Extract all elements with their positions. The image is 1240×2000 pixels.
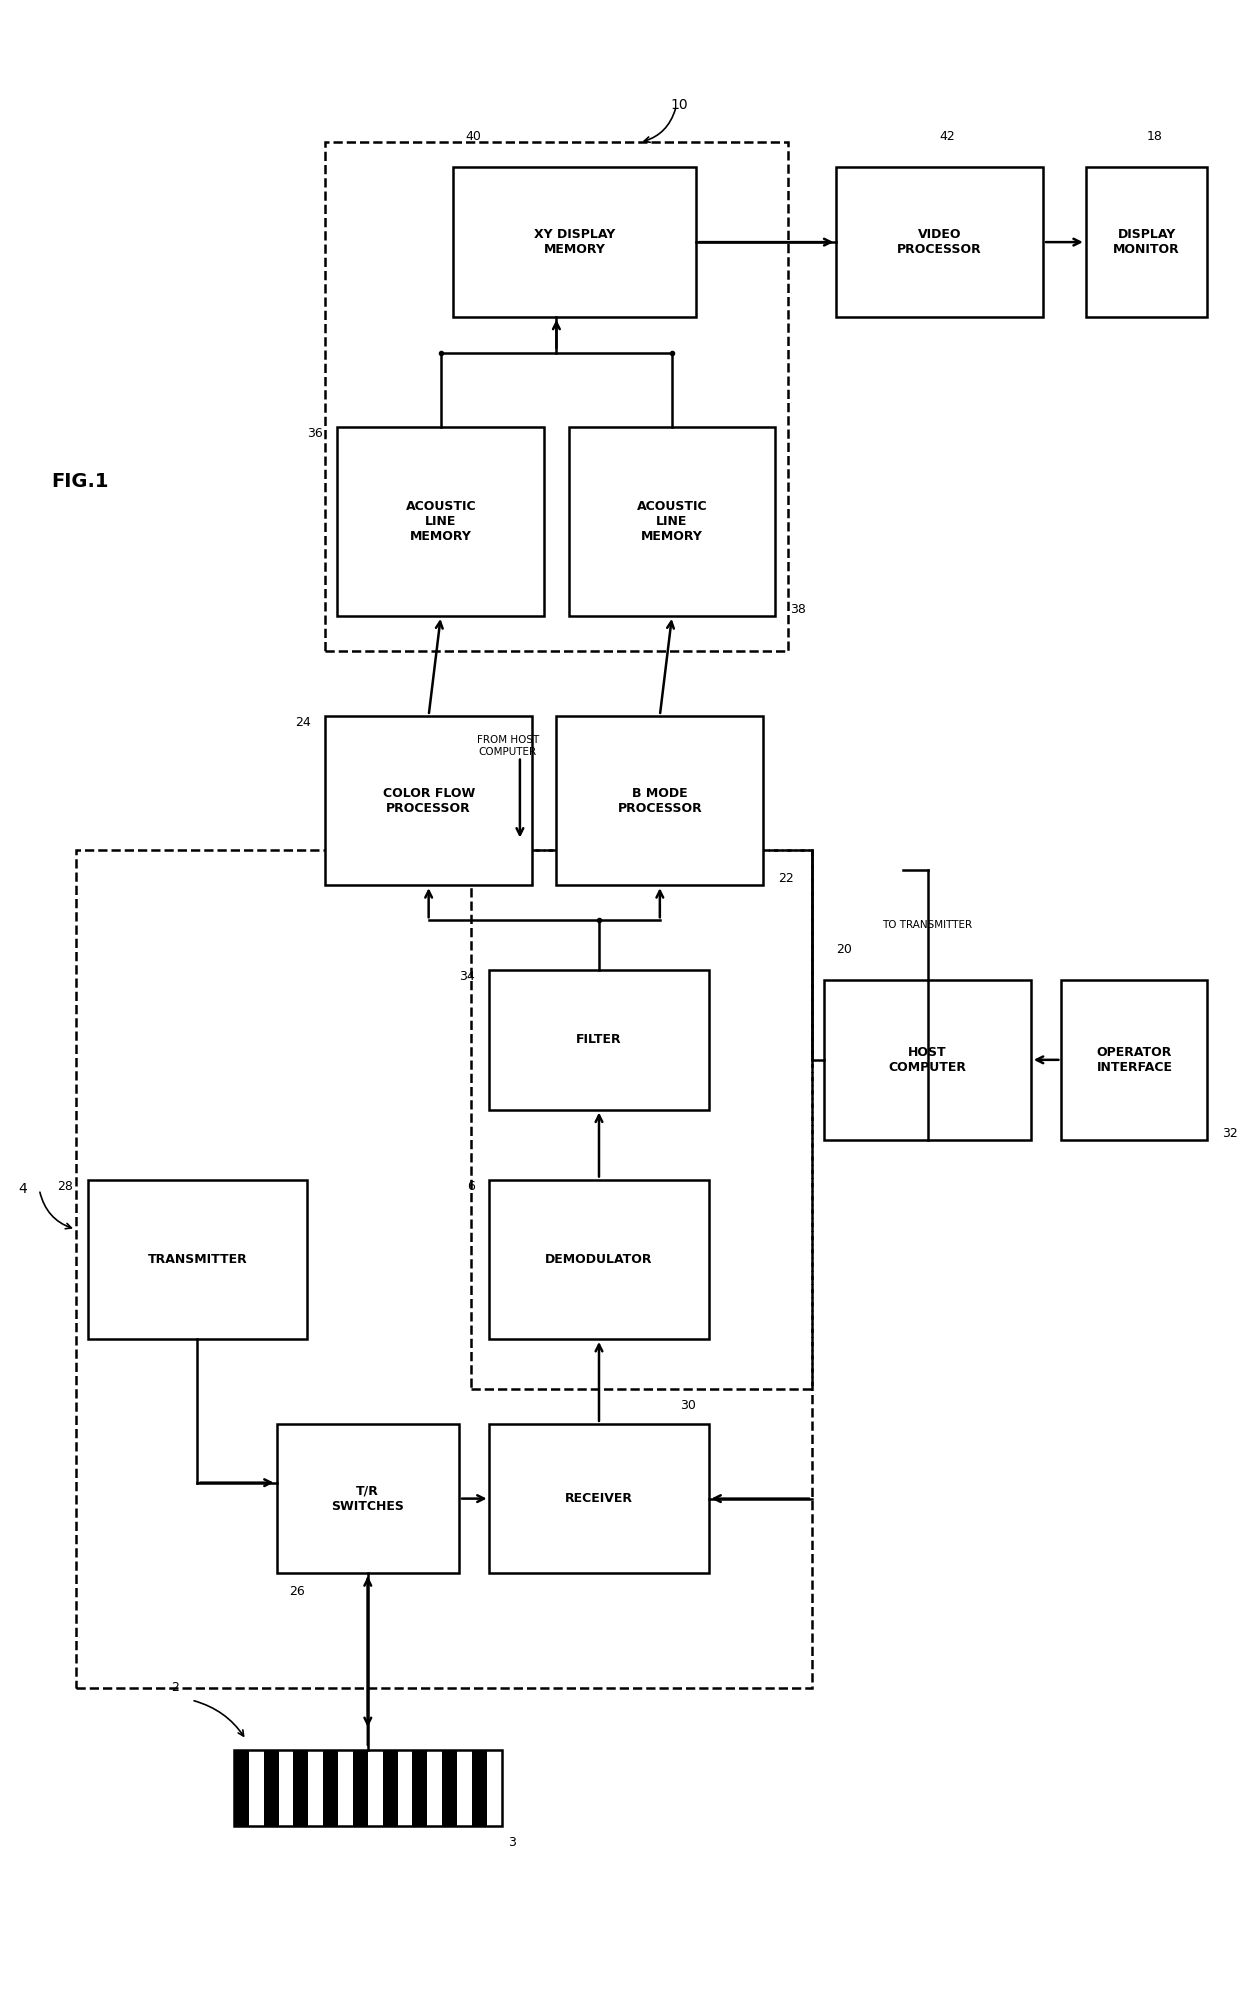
Text: 2: 2 [171, 1682, 180, 1694]
Bar [325, 716, 532, 886]
Text: VIDEO
PROCESSOR: VIDEO PROCESSOR [898, 228, 982, 256]
Bar [453, 168, 697, 316]
Text: ACOUSTIC
LINE
MEMORY: ACOUSTIC LINE MEMORY [405, 500, 476, 542]
Bar [443, 1750, 458, 1826]
Text: 3: 3 [507, 1836, 516, 1848]
Text: TO TRANSMITTER: TO TRANSMITTER [883, 920, 972, 930]
Text: 4: 4 [19, 1182, 27, 1196]
Text: 32: 32 [1221, 1126, 1238, 1140]
Text: B MODE
PROCESSOR: B MODE PROCESSOR [618, 786, 702, 814]
Bar [471, 850, 812, 1388]
Bar [277, 1424, 459, 1574]
Bar [1061, 980, 1208, 1140]
Bar [234, 1750, 502, 1826]
Text: 34: 34 [459, 970, 475, 984]
Bar [234, 1750, 249, 1826]
Bar [337, 426, 544, 616]
Text: COLOR FLOW
PROCESSOR: COLOR FLOW PROCESSOR [382, 786, 475, 814]
Bar [836, 168, 1043, 316]
Bar [557, 716, 764, 886]
Bar [264, 1750, 279, 1826]
Text: RECEIVER: RECEIVER [565, 1492, 632, 1506]
Text: 38: 38 [790, 604, 806, 616]
Text: 42: 42 [940, 130, 956, 144]
Text: FROM HOST
COMPUTER: FROM HOST COMPUTER [476, 736, 539, 756]
Bar [353, 1750, 368, 1826]
Text: ACOUSTIC
LINE
MEMORY: ACOUSTIC LINE MEMORY [636, 500, 707, 542]
Text: T/R
SWITCHES: T/R SWITCHES [331, 1484, 404, 1512]
Bar [325, 142, 787, 650]
Text: 18: 18 [1147, 130, 1162, 144]
Bar [324, 1750, 339, 1826]
Text: 40: 40 [465, 130, 481, 144]
Text: 36: 36 [308, 426, 322, 440]
Bar [383, 1750, 398, 1826]
Text: 20: 20 [836, 944, 852, 956]
Text: 6: 6 [467, 1180, 475, 1192]
Bar [490, 970, 708, 1110]
Text: 30: 30 [681, 1398, 697, 1412]
Text: OPERATOR
INTERFACE: OPERATOR INTERFACE [1096, 1046, 1172, 1074]
Bar [472, 1750, 487, 1826]
Bar [569, 426, 775, 616]
Text: 28: 28 [57, 1180, 73, 1192]
Text: HOST
COMPUTER: HOST COMPUTER [889, 1046, 966, 1074]
Bar [294, 1750, 309, 1826]
Bar [413, 1750, 428, 1826]
Bar [1086, 168, 1208, 316]
Text: TRANSMITTER: TRANSMITTER [148, 1252, 247, 1266]
Text: XY DISPLAY
MEMORY: XY DISPLAY MEMORY [534, 228, 615, 256]
Text: 24: 24 [295, 716, 311, 728]
Text: 22: 22 [777, 872, 794, 886]
Text: 10: 10 [670, 98, 688, 112]
Text: FIG.1: FIG.1 [51, 472, 109, 490]
Text: 26: 26 [289, 1586, 305, 1598]
Text: FILTER: FILTER [577, 1034, 621, 1046]
Bar [76, 850, 812, 1688]
Text: DISPLAY
MONITOR: DISPLAY MONITOR [1114, 228, 1180, 256]
Bar [88, 1180, 308, 1340]
Text: DEMODULATOR: DEMODULATOR [546, 1252, 652, 1266]
Bar [490, 1180, 708, 1340]
Bar [825, 980, 1030, 1140]
Bar [490, 1424, 708, 1574]
